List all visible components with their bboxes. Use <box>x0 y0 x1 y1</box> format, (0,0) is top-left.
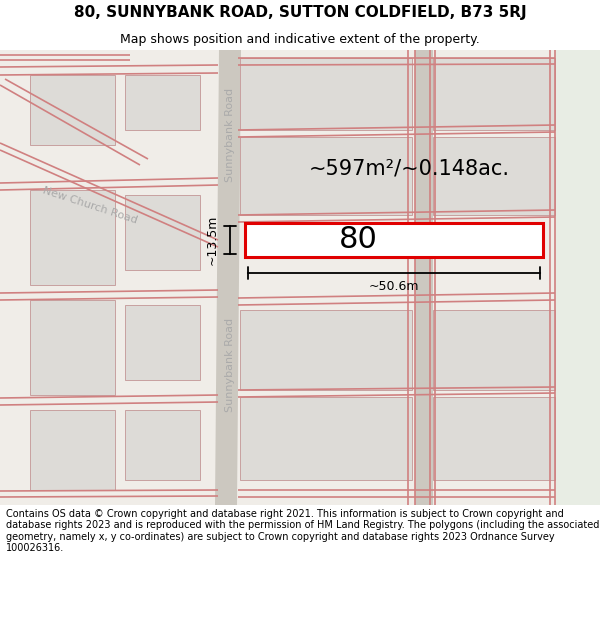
Bar <box>433 397 555 480</box>
Bar <box>125 305 200 380</box>
Text: New Church Road: New Church Road <box>41 185 139 225</box>
Bar <box>30 190 115 285</box>
Bar <box>415 50 433 505</box>
Bar <box>433 58 555 130</box>
Bar <box>240 310 412 390</box>
Bar <box>433 310 555 390</box>
Bar <box>433 137 555 215</box>
Bar <box>30 300 115 395</box>
Text: Map shows position and indicative extent of the property.: Map shows position and indicative extent… <box>120 32 480 46</box>
Bar <box>555 50 600 505</box>
Text: Sunnybank Road: Sunnybank Road <box>225 88 235 182</box>
Bar <box>245 223 543 257</box>
Bar <box>240 58 412 130</box>
Text: ~597m²/~0.148ac.: ~597m²/~0.148ac. <box>308 158 509 178</box>
Text: Contains OS data © Crown copyright and database right 2021. This information is : Contains OS data © Crown copyright and d… <box>6 509 599 553</box>
Bar <box>125 410 200 480</box>
Bar <box>240 397 412 480</box>
Bar <box>30 75 115 145</box>
Text: 80: 80 <box>339 226 377 254</box>
Bar <box>30 410 115 490</box>
Text: ~13.5m: ~13.5m <box>205 215 218 265</box>
Bar <box>125 195 200 270</box>
Text: 80, SUNNYBANK ROAD, SUTTON COLDFIELD, B73 5RJ: 80, SUNNYBANK ROAD, SUTTON COLDFIELD, B7… <box>74 5 526 20</box>
Text: Sunnybank Road: Sunnybank Road <box>225 318 235 412</box>
Bar <box>240 137 412 215</box>
Text: ~50.6m: ~50.6m <box>369 279 419 292</box>
Bar <box>125 75 200 130</box>
Polygon shape <box>215 50 241 505</box>
